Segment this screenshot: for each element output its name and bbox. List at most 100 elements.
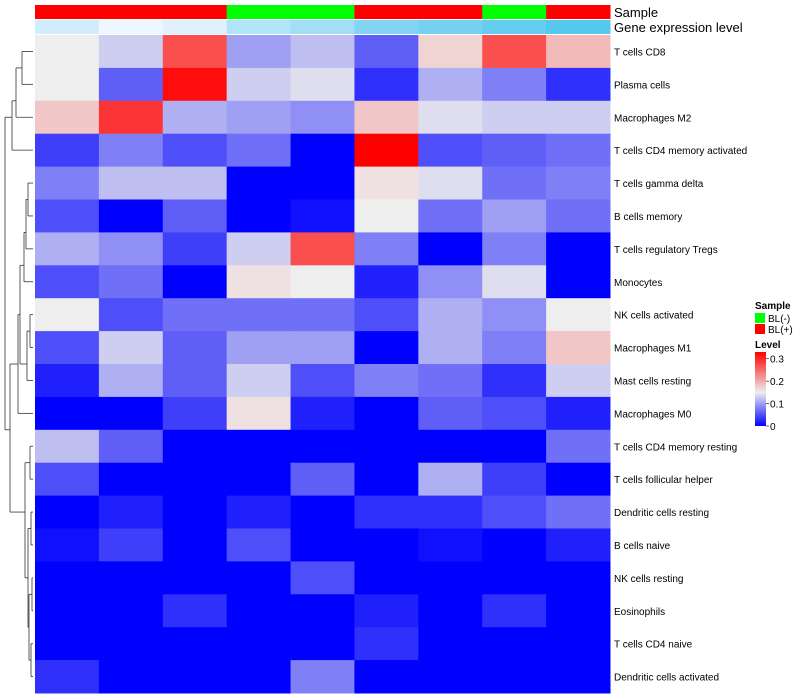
heatmap-cell <box>546 396 611 431</box>
heatmap-cell <box>226 528 292 562</box>
heatmap-cell <box>482 396 547 431</box>
level-legend-tick-label: 0.1 <box>770 400 784 411</box>
heatmap-cell <box>290 166 355 200</box>
level-legend-colorbar <box>755 352 766 426</box>
heatmap-cell <box>162 660 228 694</box>
heatmap-cell <box>290 462 355 497</box>
heatmap-cell <box>354 265 419 299</box>
heatmap-cell <box>226 627 292 661</box>
heatmap-cell <box>482 594 547 628</box>
heatmap-cell <box>162 462 228 497</box>
level-legend-tick-label: 0.2 <box>770 377 784 388</box>
level-legend-title: Level <box>755 340 781 351</box>
heatmap-cell <box>482 528 547 562</box>
heatmap-cell <box>162 100 228 135</box>
row-label: Mast cells resting <box>614 376 691 387</box>
expression-annotation-cell <box>226 20 292 34</box>
heatmap-cell <box>354 462 419 497</box>
sample-annotation-cell <box>546 5 611 19</box>
heatmap-cell <box>546 594 611 628</box>
heatmap-cell <box>482 265 547 299</box>
heatmap-cell <box>546 232 611 266</box>
heatmap-cell <box>354 429 419 464</box>
heatmap-cell <box>35 495 100 529</box>
heatmap-cell <box>418 166 483 200</box>
heatmap-cell <box>546 627 611 661</box>
heatmap-cell <box>226 35 292 69</box>
heatmap-cell <box>290 495 355 529</box>
heatmap-cell <box>226 232 292 266</box>
sample-annotation-cell <box>98 5 164 19</box>
heatmap-cell <box>418 495 483 529</box>
heatmap-cell <box>226 462 292 497</box>
heatmap-cell <box>418 462 483 497</box>
heatmap-cell <box>418 35 483 69</box>
heatmap-cell <box>35 528 100 562</box>
heatmap-cell <box>35 133 100 168</box>
heatmap-cell <box>35 364 100 398</box>
heatmap-cell <box>226 166 292 200</box>
heatmap-cell <box>354 331 419 365</box>
sample-annotation-cell <box>418 5 483 19</box>
expression-annotation-cell <box>162 20 228 34</box>
heatmap-cell <box>226 660 292 694</box>
heatmap-cell <box>482 199 547 233</box>
heatmap-cell <box>290 594 355 628</box>
heatmap-cell <box>35 166 100 200</box>
heatmap-cell <box>482 331 547 365</box>
heatmap-cell <box>482 35 547 69</box>
row-label: T cells CD4 memory resting <box>614 442 737 453</box>
heatmap-cell <box>354 594 419 628</box>
heatmap-cell <box>354 199 419 233</box>
heatmap-cell <box>418 660 483 694</box>
heatmap-cell <box>98 265 164 299</box>
heatmap-cell <box>354 133 419 168</box>
heatmap-cell <box>354 35 419 69</box>
heatmap-cell <box>226 594 292 628</box>
heatmap-cell <box>418 627 483 661</box>
heatmap-cell <box>35 298 100 332</box>
row-label: T cells CD4 naive <box>614 640 693 651</box>
heatmap-cell <box>418 100 483 135</box>
heatmap-cell <box>35 35 100 69</box>
heatmap-cell <box>354 396 419 431</box>
heatmap-cell <box>418 528 483 562</box>
heatmap-cell <box>98 166 164 200</box>
heatmap-cell <box>162 232 228 266</box>
heatmap-cell <box>98 594 164 628</box>
heatmap-cell <box>35 627 100 661</box>
heatmap-cell <box>546 67 611 102</box>
row-label: Eosinophils <box>614 607 665 618</box>
heatmap-cell <box>98 528 164 562</box>
level-legend-tick-label: 0 <box>770 422 776 433</box>
heatmap-cell <box>482 561 547 595</box>
heatmap-cell <box>162 429 228 464</box>
heatmap-cell <box>418 396 483 431</box>
heatmap-cell <box>290 331 355 365</box>
heatmap-cell <box>418 298 483 332</box>
row-label: Macrophages M2 <box>614 113 692 124</box>
heatmap-cell <box>35 199 100 233</box>
heatmap-cell <box>98 561 164 595</box>
row-label: T cells regulatory Tregs <box>614 245 718 256</box>
heatmap-cell <box>98 331 164 365</box>
heatmap-cell <box>162 528 228 562</box>
heatmap-cell <box>162 594 228 628</box>
heatmap-cell <box>162 364 228 398</box>
sample-annotation-cell <box>354 5 419 19</box>
heatmap-cell <box>482 660 547 694</box>
heatmap-cell <box>226 561 292 595</box>
heatmap-cell <box>546 298 611 332</box>
sample-legend-swatch <box>755 324 765 334</box>
heatmap-cell <box>354 100 419 135</box>
heatmap-cell <box>98 232 164 266</box>
heatmap-cell <box>546 133 611 168</box>
sample-annotation-cell <box>162 5 228 19</box>
heatmap-cell <box>226 429 292 464</box>
heatmap-cell <box>98 627 164 661</box>
heatmap-cell <box>226 495 292 529</box>
heatmap-cell <box>354 495 419 529</box>
heatmap-cell <box>546 166 611 200</box>
heatmap-cell <box>546 331 611 365</box>
